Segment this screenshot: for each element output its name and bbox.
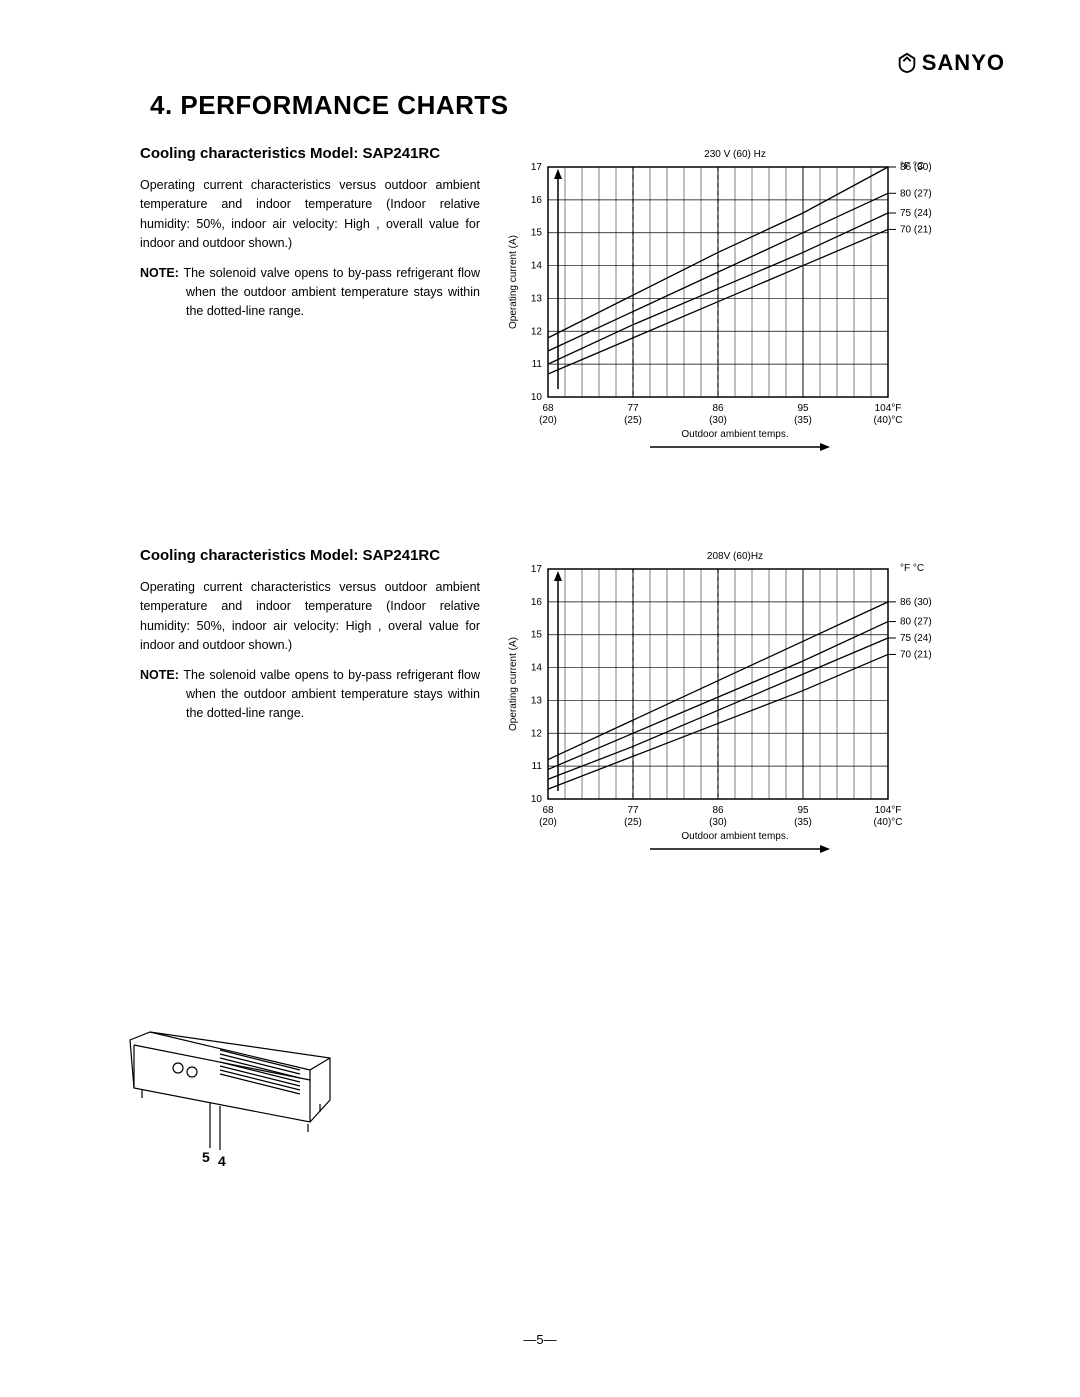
svg-text:(30): (30) (709, 817, 727, 828)
svg-text:13: 13 (531, 293, 543, 304)
svg-text:16: 16 (531, 195, 543, 206)
svg-text:(25): (25) (624, 415, 642, 426)
svg-text:(30): (30) (709, 415, 727, 426)
svg-text:95: 95 (797, 805, 809, 816)
svg-text:230 V (60) Hz: 230 V (60) Hz (704, 149, 766, 160)
svg-text:14: 14 (531, 261, 543, 272)
section-heading: Cooling characteristics Model: SAP241RC (140, 547, 480, 564)
svg-text:80 (27): 80 (27) (900, 617, 932, 628)
svg-text:77: 77 (627, 805, 639, 816)
svg-text:15: 15 (531, 630, 543, 641)
svg-text:(35): (35) (794, 415, 812, 426)
svg-text:86 (30): 86 (30) (900, 597, 932, 608)
svg-text:75 (24): 75 (24) (900, 633, 932, 644)
svg-text:70 (21): 70 (21) (900, 224, 932, 235)
svg-text:16: 16 (531, 597, 543, 608)
page-title: 4. PERFORMANCE CHARTS (150, 90, 1010, 121)
svg-text:86: 86 (712, 805, 724, 816)
svg-text:(20): (20) (539, 415, 557, 426)
chart: 208V (60)Hz 10 11 12 13 14 15 16 17 68(20) 77(25) 8… (500, 547, 950, 859)
chart: 230 V (60) Hz 10 11 12 13 14 15 16 17 68(20) 77(25… (500, 145, 950, 457)
svg-text:80 (27): 80 (27) (900, 188, 932, 199)
section-note: NOTE: The solenoid valbe opens to by-pas… (140, 666, 480, 724)
brand-logo: SANYO (896, 50, 1005, 76)
svg-text:(40)°C: (40)°C (873, 415, 902, 426)
svg-text:10: 10 (531, 794, 543, 805)
svg-text:95: 95 (797, 403, 809, 414)
svg-text:68: 68 (542, 805, 554, 816)
section-note: NOTE: The solenoid valve opens to by-pas… (140, 264, 480, 322)
svg-text:208V (60)Hz: 208V (60)Hz (707, 551, 763, 562)
svg-text:Operating current (A): Operating current (A) (508, 637, 519, 731)
svg-text:104°F: 104°F (875, 403, 902, 414)
svg-text:10: 10 (531, 392, 543, 403)
svg-text:11: 11 (532, 359, 543, 370)
svg-text:14: 14 (531, 663, 543, 674)
svg-text:12: 12 (531, 326, 543, 337)
svg-text:(40)°C: (40)°C (873, 817, 902, 828)
svg-text:70 (21): 70 (21) (900, 649, 932, 660)
section-paragraph: Operating current characteristics versus… (140, 176, 480, 254)
svg-text:17: 17 (531, 564, 543, 575)
svg-text:86: 86 (712, 403, 724, 414)
section-paragraph: Operating current characteristics versus… (140, 578, 480, 656)
illus-label-5: 5 (202, 1149, 210, 1165)
svg-text:68: 68 (542, 403, 554, 414)
svg-text:°F °C: °F °C (900, 563, 924, 574)
svg-text:15: 15 (531, 228, 543, 239)
brand-text: SANYO (922, 50, 1005, 76)
svg-text:°F °C: °F °C (900, 161, 924, 172)
svg-text:Outdoor ambient temps.: Outdoor ambient temps. (681, 429, 788, 440)
svg-text:(20): (20) (539, 817, 557, 828)
svg-text:(35): (35) (794, 817, 812, 828)
unit-illustration: 5 4 (120, 1030, 350, 1175)
page-number: —5— (0, 1332, 1080, 1347)
svg-text:104°F: 104°F (875, 805, 902, 816)
svg-text:Operating current (A): Operating current (A) (508, 235, 519, 329)
illus-label-4: 4 (218, 1153, 226, 1169)
svg-text:(25): (25) (624, 817, 642, 828)
section-heading: Cooling characteristics Model: SAP241RC (140, 145, 480, 162)
svg-text:12: 12 (531, 728, 543, 739)
svg-text:Outdoor ambient temps.: Outdoor ambient temps. (681, 831, 788, 842)
svg-text:13: 13 (531, 695, 543, 706)
svg-text:17: 17 (531, 162, 543, 173)
page: SANYO 4. PERFORMANCE CHARTS Cooling char… (0, 0, 1080, 1397)
brand-icon (896, 52, 918, 74)
svg-text:11: 11 (532, 761, 543, 772)
svg-text:77: 77 (627, 403, 639, 414)
svg-text:75 (24): 75 (24) (900, 208, 932, 219)
